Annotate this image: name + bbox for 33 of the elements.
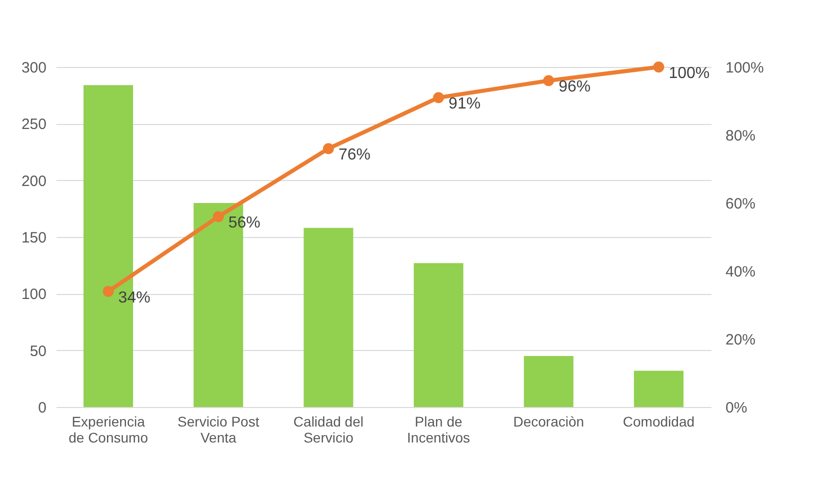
data-label: 91% <box>448 96 481 113</box>
point <box>212 211 224 222</box>
y2-tick-label: 40% <box>726 264 756 280</box>
point <box>433 92 444 104</box>
y-tick-label: 150 <box>21 230 46 246</box>
point <box>102 286 114 297</box>
point <box>653 62 664 72</box>
point <box>322 143 334 154</box>
y2-tick-label: 20% <box>726 332 756 348</box>
y2-tick-label: 60% <box>726 196 756 212</box>
y-tick-label: 50 <box>30 342 46 360</box>
data-label: 76% <box>338 146 370 164</box>
x-tick-label: Calidad del Servicio <box>293 414 364 446</box>
x-tick-label: Plan de Incentivos <box>407 414 470 446</box>
y-tick-label: 250 <box>21 116 46 134</box>
bar <box>634 370 684 407</box>
data-label: 100% <box>668 65 710 82</box>
y2-tick-label: 100% <box>726 60 764 76</box>
y2-tick-label: 0% <box>726 400 748 416</box>
x-tick-label: Servicio Post Venta <box>178 414 260 446</box>
data-label: 96% <box>558 78 591 96</box>
y2-tick-label: 80% <box>726 128 756 144</box>
y-tick-label: 300 <box>21 60 46 76</box>
x-tick-label: Comodidad <box>622 414 695 430</box>
bar <box>524 356 574 407</box>
bar <box>304 228 354 407</box>
y-tick-label: 100 <box>21 286 46 304</box>
x-tick-label: Decoraciòn <box>513 414 584 430</box>
y-tick-label: 0 <box>38 400 46 416</box>
x-tick-label: Experiencia de Consumo <box>68 414 148 446</box>
point <box>543 75 554 86</box>
y-tick-label: 200 <box>21 172 46 190</box>
bar <box>414 263 464 407</box>
